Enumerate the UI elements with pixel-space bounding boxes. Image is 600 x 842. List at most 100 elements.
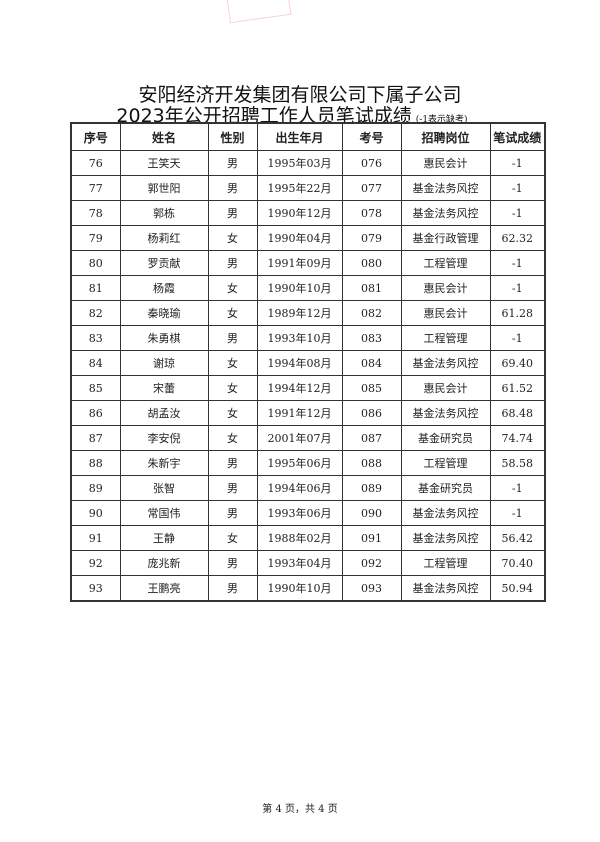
table-cell: 62.32 (489, 225, 546, 251)
table-cell: 朱新宇 (119, 450, 209, 476)
table-cell: 工程管理 (400, 550, 491, 576)
table-row: 85 宋蕾女 1994年12月 085 惠民会计 61.52 (70, 375, 546, 401)
table-cell: 083 (341, 325, 402, 351)
table-cell: 1991年12月 (256, 400, 343, 426)
table-cell: 83 (70, 325, 121, 351)
table-row: 87 李安倪女 2001年07月 087 基金研究员 74.74 (70, 425, 546, 451)
table-cell: 1993年06月 (256, 500, 343, 526)
table-cell: 杨霞 (119, 275, 209, 301)
table-cell: 1989年12月 (256, 300, 343, 326)
table-row: 83 朱勇棋男 1993年10月 083 工程管理 -1 (70, 325, 546, 351)
table-cell: 惠民会计 (400, 300, 491, 326)
table-cell: 076 (341, 150, 402, 176)
table-cell: 079 (341, 225, 402, 251)
table-cell: 84 (70, 350, 121, 376)
table-cell: 78 (70, 200, 121, 226)
table-cell: 74.74 (489, 425, 546, 451)
page-footer: 第 4 页，共 4 页 (262, 804, 338, 815)
table-cell: 093 (341, 575, 402, 602)
table-cell: 基金法务风控 (400, 175, 491, 201)
table-cell: 82 (70, 300, 121, 326)
table-row: 80 罗贡献男 1991年09月 080 工程管理 -1 (70, 250, 546, 276)
table-cell: 基金法务风控 (400, 200, 491, 226)
table-cell: 92 (70, 550, 121, 576)
table-cell: 082 (341, 300, 402, 326)
table-cell: 王鹏亮 (119, 575, 209, 602)
table-cell: -1 (489, 200, 546, 226)
table-cell: 080 (341, 250, 402, 276)
table-cell: 87 (70, 425, 121, 451)
table-row: 88 朱新宇男 1995年06月 088 工程管理 58.58 (70, 450, 546, 476)
table-cell: 084 (341, 350, 402, 376)
title-line-1: 安阳经济开发集团有限公司下属子公司 (138, 84, 462, 106)
column-header: 性别 (207, 122, 258, 151)
table-cell: 81 (70, 275, 121, 301)
table-cell: 郭栋 (119, 200, 209, 226)
table-cell: -1 (489, 175, 546, 201)
table-cell: 基金研究员 (400, 475, 491, 501)
table-cell: 秦晓瑜 (119, 300, 209, 326)
table-cell: 工程管理 (400, 250, 491, 276)
table-row: 84 谢琼女 1994年08月 084 基金法务风控 69.40 (70, 350, 546, 376)
table-cell: -1 (489, 475, 546, 501)
title-text: 2023年公开招聘工作人员笔试成绩 (116, 105, 412, 127)
table-cell: 089 (341, 475, 402, 501)
table-header-row: 序号 姓名 性别 出生年月 考号 招聘岗位 笔试成绩 (70, 122, 546, 151)
table-cell: -1 (489, 325, 546, 351)
table-cell: 80 (70, 250, 121, 276)
title-line-2: 2023年公开招聘工作人员笔试成绩 (-1表示缺考) (0, 101, 592, 128)
table-cell: 杨莉红 (119, 225, 209, 251)
table-cell: 女 (207, 300, 258, 326)
table-cell: 惠民会计 (400, 275, 491, 301)
table-cell: 091 (341, 525, 402, 551)
table-cell: 68.48 (489, 400, 546, 426)
table-row: 90 常国伟男 1993年06月 090 基金法务风控 -1 (70, 500, 546, 526)
table-cell: 1993年10月 (256, 325, 343, 351)
table-cell: 女 (207, 400, 258, 426)
table-row: 77 郭世阳男 1995年22月 077 基金法务风控 -1 (70, 175, 546, 201)
table-cell: 王静 (119, 525, 209, 551)
table-cell: -1 (489, 250, 546, 276)
table-cell: 女 (207, 375, 258, 401)
table-cell: 61.28 (489, 300, 546, 326)
table-cell: 谢琼 (119, 350, 209, 376)
table-cell: 胡孟汝 (119, 400, 209, 426)
table-cell: -1 (489, 150, 546, 176)
table-cell: 086 (341, 400, 402, 426)
table-cell: 1991年09月 (256, 250, 343, 276)
table-cell: 女 (207, 275, 258, 301)
table-cell: 090 (341, 500, 402, 526)
table-cell: 88 (70, 450, 121, 476)
table-cell: 1988年02月 (256, 525, 343, 551)
table-cell: 1990年12月 (256, 200, 343, 226)
table-cell: 1994年12月 (256, 375, 343, 401)
table-cell: 男 (207, 450, 258, 476)
table-row: 78 郭栋男 1990年12月 078 基金法务风控 -1 (70, 200, 546, 226)
table-cell: 基金行政管理 (400, 225, 491, 251)
table-cell: 惠民会计 (400, 150, 491, 176)
table-cell: 79 (70, 225, 121, 251)
table-row: 81 杨霞女 1990年10月 081 惠民会计 -1 (70, 275, 546, 301)
table-cell: 男 (207, 475, 258, 501)
table-cell: 基金法务风控 (400, 500, 491, 526)
table-cell: 77 (70, 175, 121, 201)
absent-note: (-1表示缺考) (415, 115, 468, 125)
table-cell: 087 (341, 425, 402, 451)
table-cell: 1995年03月 (256, 150, 343, 176)
column-header: 考号 (341, 122, 402, 151)
table-cell: 男 (207, 175, 258, 201)
table-row: 91 王静女 1988年02月 091 基金法务风控 56.42 (70, 525, 546, 551)
table-cell: 1990年04月 (256, 225, 343, 251)
table-cell: 1995年22月 (256, 175, 343, 201)
table-cell: 081 (341, 275, 402, 301)
table-cell: 罗贡献 (119, 250, 209, 276)
table-row: 82 秦晓瑜女 1989年12月 082 惠民会计 61.28 (70, 300, 546, 326)
table-cell: 基金法务风控 (400, 575, 491, 602)
red-stamp-mark (226, 0, 292, 24)
table-cell: 85 (70, 375, 121, 401)
column-header: 笔试成绩 (489, 122, 546, 151)
table-cell: 50.94 (489, 575, 546, 602)
column-header: 序号 (70, 122, 121, 151)
table-cell: 1994年06月 (256, 475, 343, 501)
table-cell: 女 (207, 525, 258, 551)
